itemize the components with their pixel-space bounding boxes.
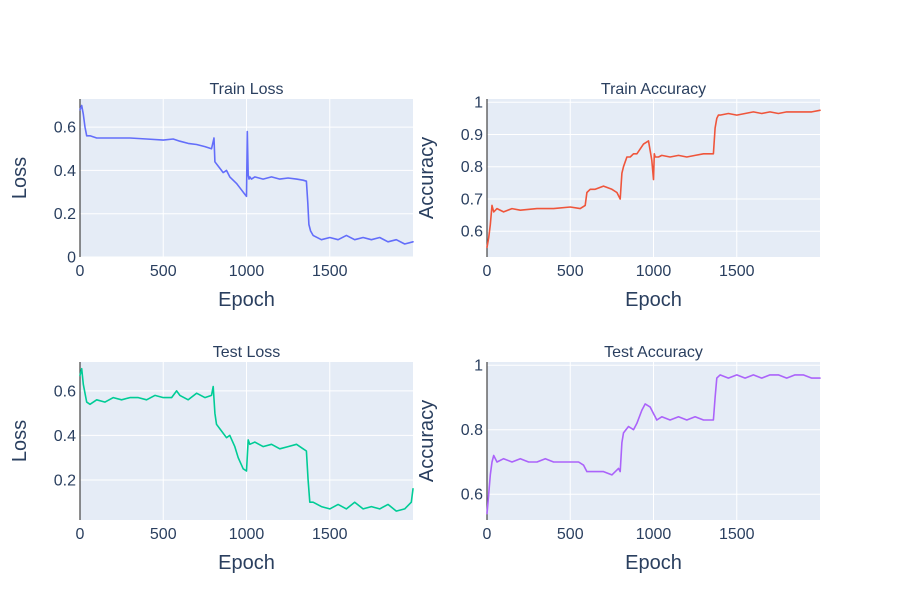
x-tick-label: 1500	[312, 526, 348, 543]
subplot-title: Train Accuracy	[601, 81, 706, 98]
x-tick-label: 1000	[229, 526, 265, 543]
x-tick-label: 500	[557, 526, 584, 543]
y-tick-label: 1	[474, 95, 483, 112]
x-tick-label: 1000	[229, 263, 265, 280]
y-tick-label: 1	[474, 358, 483, 375]
y-axis-title: Accuracy	[416, 400, 438, 482]
x-tick-label: 1500	[719, 526, 755, 543]
x-tick-label: 0	[483, 263, 492, 280]
subplot-test_loss: 0 500 1000 1500 0.2 0.4 0.6 Test Loss Epoch Loss	[9, 344, 414, 574]
x-tick-label: 1500	[312, 263, 348, 280]
subplot-train_acc: 0 500 1000 1500 0.6 0.7 0.8 0.9 1 Train Accuracy E…	[416, 81, 821, 311]
y-tick-label: 0.6	[461, 487, 483, 504]
y-axis-title: Accuracy	[416, 137, 438, 219]
x-tick-label: 500	[150, 263, 177, 280]
x-axis-title: Epoch	[625, 289, 682, 311]
subplot-test_acc: 0 500 1000 1500 0.6 0.8 1 Test Accuracy Epoch Acc…	[416, 344, 821, 574]
x-tick-label: 0	[483, 526, 492, 543]
x-axis-title: Epoch	[625, 552, 682, 574]
x-tick-label: 500	[557, 263, 584, 280]
x-axis-title: Epoch	[218, 289, 275, 311]
y-tick-label: 0.8	[461, 159, 483, 176]
y-tick-label: 0.4	[54, 163, 76, 180]
y-tick-label: 0.8	[461, 422, 483, 439]
series-line-test_acc	[486, 374, 821, 515]
y-tick-label: 0.6	[54, 120, 76, 137]
subplot-title: Train Loss	[209, 81, 283, 98]
x-tick-label: 1000	[636, 263, 672, 280]
x-tick-label: 500	[150, 526, 177, 543]
subplot-train_loss: 0 500 1000 1500 0 0.2 0.4 0.6 Train Loss Epoch Los…	[9, 81, 414, 311]
y-tick-label: 0	[67, 250, 76, 267]
x-tick-label: 0	[76, 263, 85, 280]
subplot-title: Test Loss	[213, 344, 281, 361]
subplot-title: Test Accuracy	[604, 344, 703, 361]
x-tick-label: 1500	[719, 263, 755, 280]
y-tick-label: 0.6	[54, 383, 76, 400]
series-line-train_loss	[79, 104, 414, 245]
x-tick-label: 1000	[636, 526, 672, 543]
y-tick-label: 0.7	[461, 191, 483, 208]
y-tick-label: 0.4	[54, 428, 76, 445]
y-tick-label: 0.2	[54, 472, 76, 489]
series-line-train_acc	[486, 109, 821, 249]
y-tick-label: 0.2	[54, 206, 76, 223]
y-axis-title: Loss	[9, 420, 31, 462]
x-axis-title: Epoch	[218, 552, 275, 574]
y-tick-label: 0.9	[461, 127, 483, 144]
x-tick-label: 0	[76, 526, 85, 543]
series-line-test_loss	[79, 367, 414, 512]
y-tick-label: 0.6	[461, 224, 483, 241]
y-axis-title: Loss	[9, 157, 31, 199]
